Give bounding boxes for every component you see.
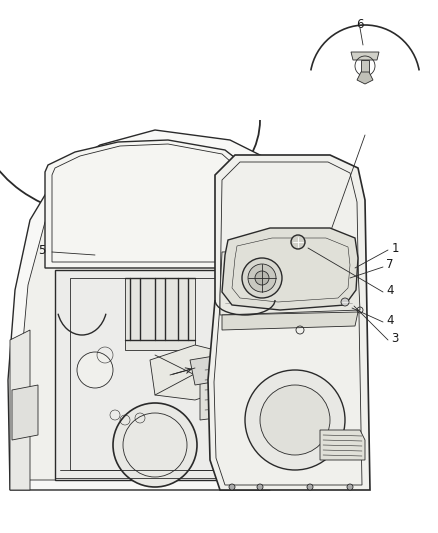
Circle shape	[255, 271, 269, 285]
Polygon shape	[190, 355, 225, 385]
Circle shape	[245, 370, 345, 470]
Polygon shape	[357, 72, 373, 84]
Circle shape	[291, 235, 305, 249]
Polygon shape	[320, 430, 365, 460]
Circle shape	[257, 484, 263, 490]
Polygon shape	[361, 60, 369, 72]
Circle shape	[341, 298, 349, 306]
Polygon shape	[351, 52, 379, 60]
Polygon shape	[20, 143, 258, 480]
Polygon shape	[200, 355, 240, 420]
Polygon shape	[12, 385, 38, 440]
Circle shape	[248, 264, 276, 292]
Polygon shape	[45, 140, 248, 268]
Circle shape	[229, 484, 235, 490]
Polygon shape	[55, 270, 248, 480]
Polygon shape	[150, 345, 235, 400]
Circle shape	[307, 484, 313, 490]
Polygon shape	[222, 228, 358, 310]
Circle shape	[260, 385, 330, 455]
Circle shape	[113, 403, 197, 487]
Polygon shape	[125, 278, 195, 350]
Polygon shape	[222, 312, 358, 330]
Polygon shape	[220, 248, 360, 315]
Text: 3: 3	[391, 332, 399, 344]
Text: 7: 7	[386, 259, 394, 271]
Polygon shape	[8, 130, 270, 490]
Polygon shape	[208, 155, 370, 490]
Text: 4: 4	[386, 313, 394, 327]
Circle shape	[347, 484, 353, 490]
Circle shape	[242, 258, 282, 298]
Circle shape	[77, 352, 113, 388]
Text: 4: 4	[386, 284, 394, 296]
Text: 6: 6	[356, 18, 364, 30]
Polygon shape	[10, 330, 30, 490]
Text: 5: 5	[38, 244, 46, 256]
Text: 1: 1	[391, 241, 399, 254]
